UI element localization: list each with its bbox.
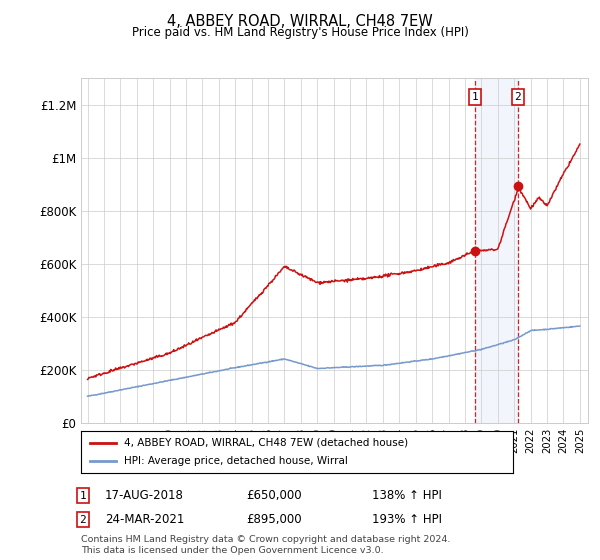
Text: 24-MAR-2021: 24-MAR-2021: [105, 513, 184, 526]
Text: £650,000: £650,000: [246, 489, 302, 502]
Text: 193% ↑ HPI: 193% ↑ HPI: [372, 513, 442, 526]
Text: 2: 2: [79, 515, 86, 525]
Text: 138% ↑ HPI: 138% ↑ HPI: [372, 489, 442, 502]
Text: 4, ABBEY ROAD, WIRRAL, CH48 7EW (detached house): 4, ABBEY ROAD, WIRRAL, CH48 7EW (detache…: [124, 438, 409, 448]
Bar: [475, 78, 518, 423]
Text: 17-AUG-2018: 17-AUG-2018: [105, 489, 184, 502]
Text: HPI: Average price, detached house, Wirral: HPI: Average price, detached house, Wirr…: [124, 456, 348, 466]
Text: 1: 1: [79, 491, 86, 501]
Text: 2: 2: [515, 92, 521, 102]
Text: Contains HM Land Registry data © Crown copyright and database right 2024.
This d: Contains HM Land Registry data © Crown c…: [81, 535, 451, 554]
Text: 1: 1: [472, 92, 478, 102]
Text: £895,000: £895,000: [246, 513, 302, 526]
Text: Price paid vs. HM Land Registry's House Price Index (HPI): Price paid vs. HM Land Registry's House …: [131, 26, 469, 39]
Text: 4, ABBEY ROAD, WIRRAL, CH48 7EW: 4, ABBEY ROAD, WIRRAL, CH48 7EW: [167, 14, 433, 29]
